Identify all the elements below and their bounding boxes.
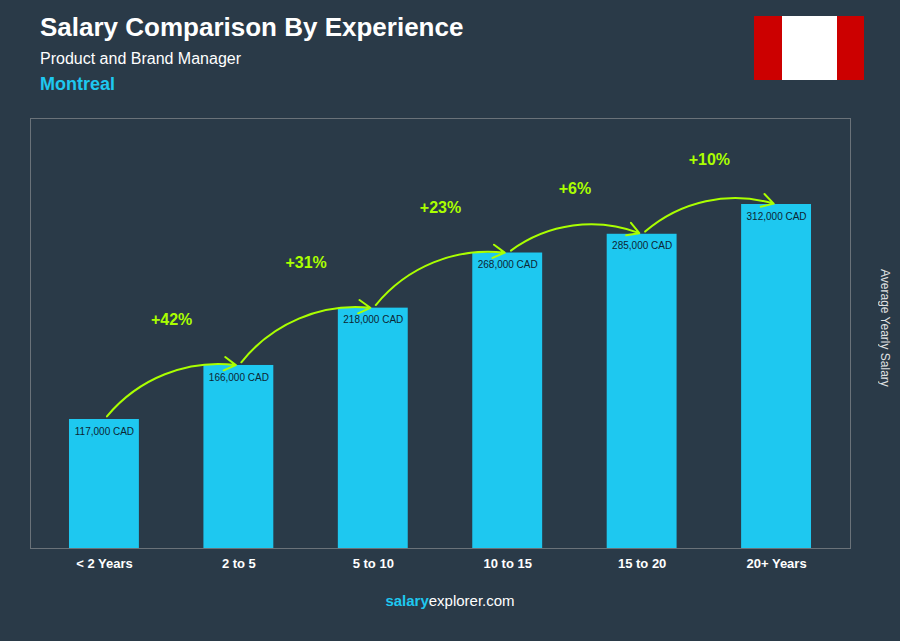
svg-text:+31%: +31%	[285, 254, 326, 271]
svg-text:268,000 CAD: 268,000 CAD	[478, 259, 538, 270]
html-text:salary explorer.com: salary explorer.com	[385, 592, 515, 609]
svg-text:312,000 CAD: 312,000 CAD	[747, 211, 807, 222]
svg-text:+42%: +42%	[151, 311, 192, 328]
svg-text:2 to 5: 2 to 5	[222, 556, 256, 571]
svg-text:5 to 10: 5 to 10	[353, 556, 394, 571]
svg-text:+10%: +10%	[689, 151, 730, 168]
svg-text:117,000 CAD: 117,000 CAD	[75, 426, 134, 437]
html-text:Montreal: Montreal	[40, 74, 115, 94]
svg-text:166,000 CAD: 166,000 CAD	[209, 372, 269, 383]
svg-text:285,000 CAD: 285,000 CAD	[612, 240, 672, 251]
svg-text:< 2 Years: < 2 Years	[76, 556, 133, 571]
html-text:Product and Brand Manager: Product and Brand Manager	[40, 50, 241, 68]
svg-text:15 to 20: 15 to 20	[618, 556, 666, 571]
svg-text:20+ Years: 20+ Years	[746, 556, 806, 571]
html-text:Salary Comparison By Experienc: Salary Comparison By Experience	[40, 12, 464, 42]
svg-text:+6%: +6%	[559, 180, 591, 197]
svg-text:10 to 15: 10 to 15	[484, 556, 532, 571]
svg-text:+23%: +23%	[420, 199, 461, 216]
html-text:Average Yearly Salary: Average Yearly Salary	[878, 269, 892, 387]
svg-text:218,000 CAD: 218,000 CAD	[343, 314, 403, 325]
